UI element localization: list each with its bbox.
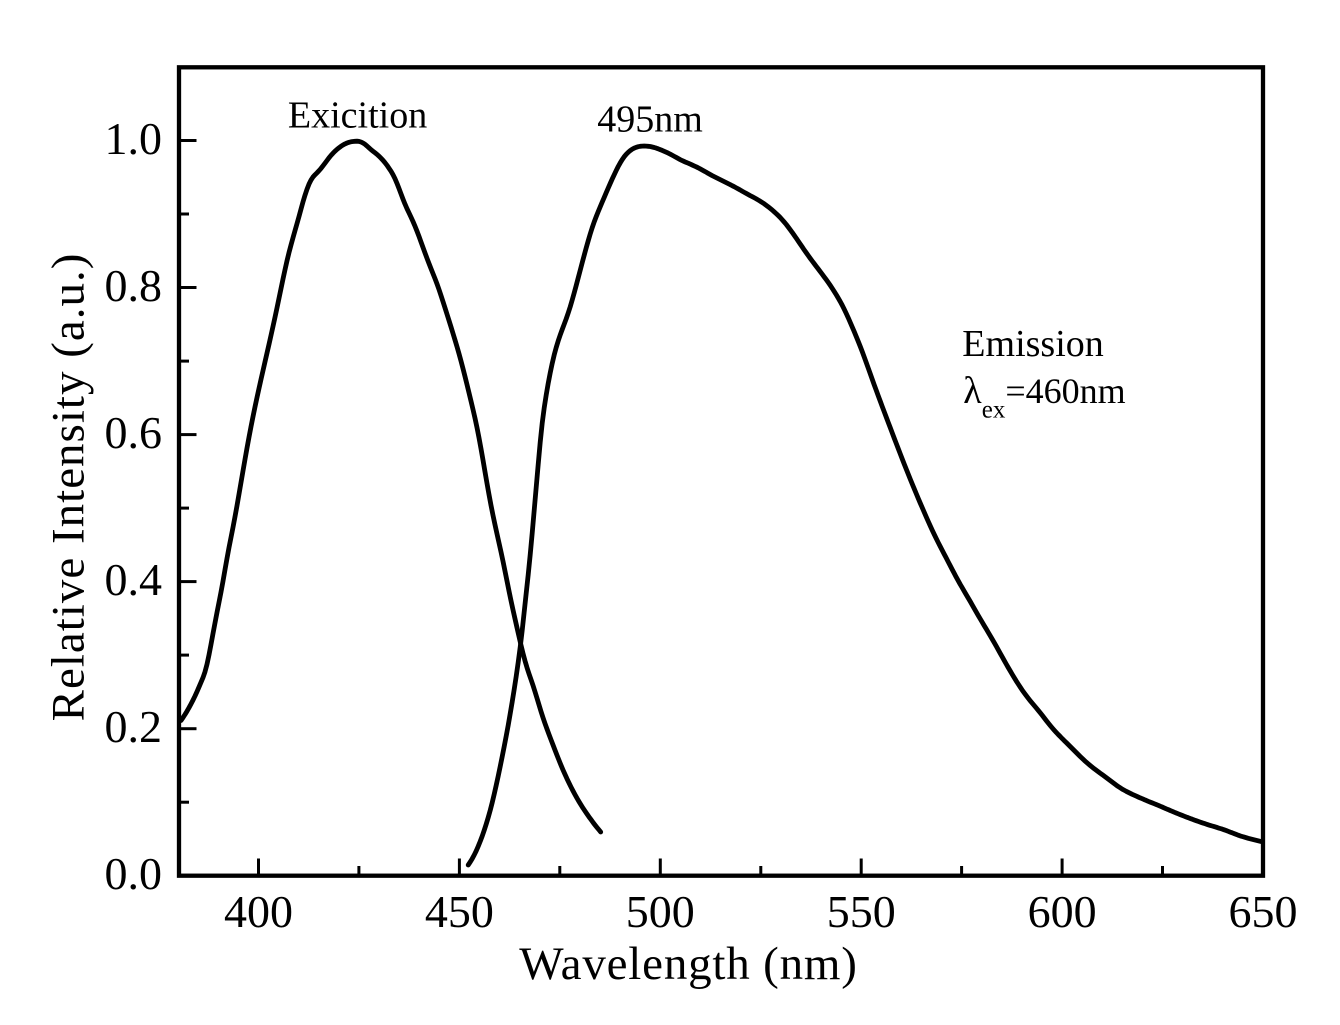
svg-text:0.2: 0.2 xyxy=(105,701,163,752)
svg-text:1.0: 1.0 xyxy=(105,113,163,164)
svg-text:Emission: Emission xyxy=(962,323,1103,365)
svg-text:0.0: 0.0 xyxy=(105,848,163,899)
svg-text:500: 500 xyxy=(626,886,695,937)
svg-text:650: 650 xyxy=(1229,886,1298,937)
svg-text:450: 450 xyxy=(425,886,494,937)
svg-text:400: 400 xyxy=(224,886,293,937)
svg-text:Exicition: Exicition xyxy=(288,95,427,137)
svg-text:0.4: 0.4 xyxy=(105,554,163,605)
svg-text:0.8: 0.8 xyxy=(105,260,163,311)
svg-text:600: 600 xyxy=(1028,886,1097,937)
svg-text:550: 550 xyxy=(827,886,896,937)
svg-text:Wavelength (nm): Wavelength (nm) xyxy=(519,938,857,990)
svg-text:0.6: 0.6 xyxy=(105,407,163,458)
svg-text:495nm: 495nm xyxy=(597,98,703,140)
svg-text:Relative Intensity (a.u.): Relative Intensity (a.u.) xyxy=(43,253,95,722)
